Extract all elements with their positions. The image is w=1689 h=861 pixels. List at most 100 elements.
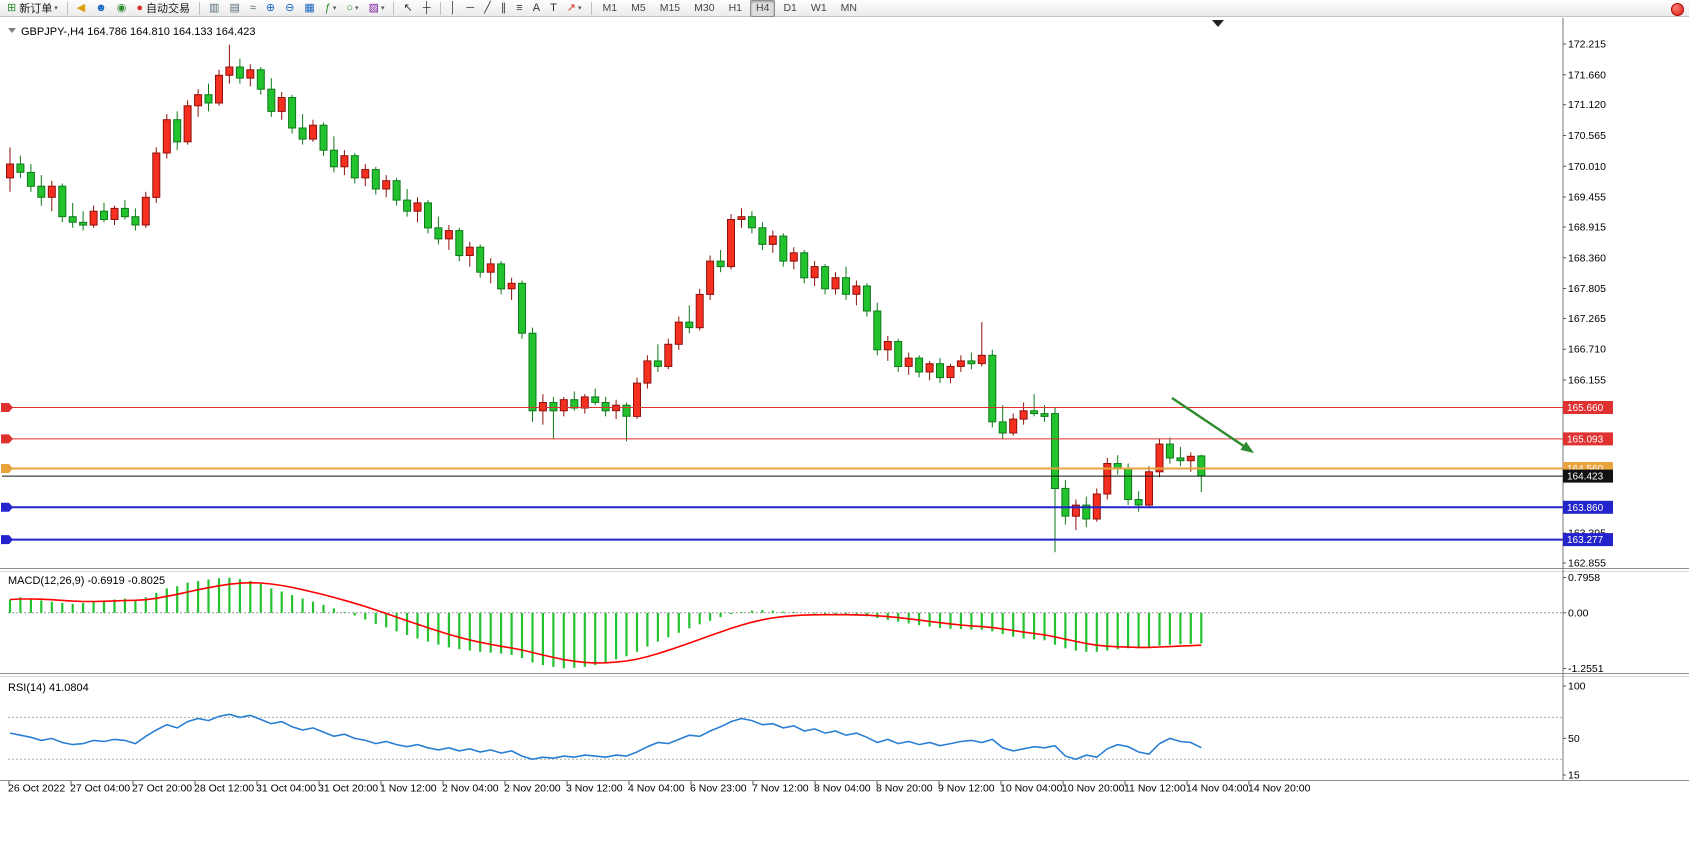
text-button[interactable]: A bbox=[529, 0, 544, 17]
candle-body bbox=[465, 246, 474, 256]
time-axis[interactable]: 26 Oct 2022 27 Oct 04:00 27 Oct 20:00 28 Oc… bbox=[8, 781, 1311, 795]
candle-body bbox=[559, 399, 568, 412]
channel-button[interactable]: ∥ bbox=[497, 0, 511, 17]
horizontal-line-button[interactable]: ─ bbox=[462, 0, 478, 17]
time-axis-label: 8 Nov 04:00 bbox=[814, 783, 871, 795]
candle-body bbox=[956, 360, 965, 367]
line-left-marker[interactable] bbox=[1, 434, 13, 444]
sound-alert-icon: ◀ bbox=[76, 1, 86, 14]
chart-line-button[interactable]: ≈ bbox=[246, 0, 260, 17]
candle-body bbox=[444, 230, 453, 240]
fibonacci-button[interactable]: ≡ bbox=[512, 0, 526, 17]
trend-arrow[interactable] bbox=[1171, 396, 1254, 453]
candle-body bbox=[424, 202, 432, 229]
arrows-button[interactable]: ↗ ▾ bbox=[563, 0, 586, 17]
cursor-button[interactable]: ↖ bbox=[399, 0, 416, 17]
sound-alert-button[interactable]: ◀ bbox=[73, 0, 89, 17]
time-axis-label: 2 Nov 04:00 bbox=[442, 783, 499, 795]
text-label-button[interactable]: T bbox=[546, 0, 561, 17]
line-left-marker[interactable] bbox=[1, 502, 13, 512]
candle-body bbox=[350, 155, 359, 179]
indicators-button[interactable]: ƒ ▾ bbox=[321, 0, 341, 17]
zoom-out-button[interactable]: ⊖ bbox=[281, 0, 298, 17]
price-axis-label: 166.710 bbox=[1568, 344, 1606, 356]
candle-body bbox=[894, 341, 903, 367]
autotrading-button[interactable]: ● 自动交易 bbox=[132, 0, 194, 17]
candle-body bbox=[486, 263, 495, 273]
line-left-marker[interactable] bbox=[1, 464, 13, 473]
candle-body bbox=[1145, 471, 1153, 506]
timeframe-m1-button[interactable]: M1 bbox=[602, 2, 618, 14]
candle-body bbox=[1082, 504, 1091, 520]
autotrading-icon: ● bbox=[136, 1, 144, 14]
toolbar-separator bbox=[66, 1, 68, 15]
candle-body bbox=[674, 321, 683, 345]
time-axis-label: 2 Nov 20:00 bbox=[504, 783, 561, 795]
price-axis-label: 166.155 bbox=[1568, 375, 1606, 387]
one-click-trading-toggle-icon[interactable] bbox=[8, 28, 16, 33]
candle-body bbox=[267, 88, 276, 112]
timeframe-m30-button[interactable]: M30 bbox=[694, 2, 715, 14]
price-axis-label: 168.360 bbox=[1568, 252, 1606, 264]
chart-shift-marker-icon[interactable] bbox=[1212, 20, 1224, 27]
price-axis-label: 170.565 bbox=[1568, 130, 1606, 142]
price-axis-label: 171.120 bbox=[1568, 99, 1606, 111]
line-left-marker[interactable] bbox=[1, 535, 13, 545]
trend-arrow-shaft[interactable] bbox=[1171, 396, 1249, 450]
time-axis-label: 4 Nov 04:00 bbox=[628, 783, 685, 795]
news-button[interactable]: ◉ bbox=[113, 0, 131, 17]
price-badge-165.660 bbox=[1563, 401, 1613, 414]
timeframe-mn-button[interactable]: MN bbox=[840, 2, 857, 14]
candle-body bbox=[549, 402, 558, 412]
time-axis-label: 1 Nov 12:00 bbox=[380, 783, 437, 795]
timeframe-h1-button[interactable]: H1 bbox=[728, 2, 743, 14]
templates-button[interactable]: ▨ ▾ bbox=[365, 0, 389, 17]
candle-body bbox=[580, 396, 589, 409]
trend-arrow-head[interactable] bbox=[1240, 441, 1254, 453]
horizontal-levels[interactable] bbox=[1, 403, 1563, 545]
chart-candles-button[interactable]: ▤ bbox=[225, 0, 243, 17]
candle-body bbox=[288, 97, 297, 129]
candle-body bbox=[831, 277, 840, 290]
candle-body bbox=[392, 180, 401, 201]
candle-body bbox=[141, 196, 150, 226]
vertical-line-button[interactable]: │ bbox=[446, 0, 461, 17]
candle-body bbox=[695, 293, 704, 329]
price-axis-label: 168.915 bbox=[1568, 221, 1606, 233]
dropdown-caret-icon: ▾ bbox=[355, 5, 359, 12]
price-axis[interactable]: 172.215 171.660 171.120 170.565 170.010 169.4… bbox=[1563, 39, 1606, 782]
channel-icon: ∥ bbox=[500, 1, 507, 14]
candle-body bbox=[204, 94, 213, 104]
timeframe-m5-button[interactable]: M5 bbox=[631, 2, 646, 14]
candle-body bbox=[1040, 413, 1049, 417]
timeframe-d1-button[interactable]: D1 bbox=[783, 2, 797, 14]
chart-markers bbox=[8, 20, 1224, 33]
line-left-marker[interactable] bbox=[1, 403, 13, 412]
price-badge-text: 165.093 bbox=[1567, 434, 1604, 445]
trendline-button[interactable]: ╱ bbox=[480, 0, 495, 17]
tile-windows-button[interactable]: ▦ bbox=[300, 0, 318, 17]
new-order-button[interactable]: ⊞ 新订单 ▾ bbox=[3, 0, 62, 17]
time-axis-label: 10 Nov 20:00 bbox=[1062, 783, 1125, 795]
timeframe-w1-button[interactable]: W1 bbox=[810, 2, 827, 14]
candle-body bbox=[256, 69, 265, 90]
candle-body bbox=[1061, 487, 1070, 517]
periods-button[interactable]: ○ ▾ bbox=[342, 0, 362, 17]
time-axis-label: 26 Oct 2022 bbox=[8, 783, 65, 795]
timeframe-m15-button[interactable]: M15 bbox=[659, 2, 681, 14]
candle-body bbox=[89, 210, 98, 226]
timeframe-h4-button[interactable]: H4 bbox=[750, 0, 776, 17]
chart-bars-button[interactable]: ▥ bbox=[205, 0, 223, 17]
zoom-in-button[interactable]: ⊕ bbox=[262, 0, 279, 17]
dropdown-caret-icon: ▾ bbox=[578, 5, 582, 12]
candle-body bbox=[1155, 443, 1164, 473]
candle-body bbox=[131, 216, 140, 226]
candle-body bbox=[842, 277, 850, 295]
candle-body bbox=[120, 207, 129, 218]
crosshair-button[interactable]: ┼ bbox=[419, 0, 435, 17]
candle-body bbox=[298, 127, 307, 140]
community-button[interactable]: ☻ bbox=[91, 0, 111, 17]
price-badge-text: 165.660 bbox=[1567, 403, 1604, 414]
notification-icon[interactable] bbox=[1671, 3, 1684, 16]
